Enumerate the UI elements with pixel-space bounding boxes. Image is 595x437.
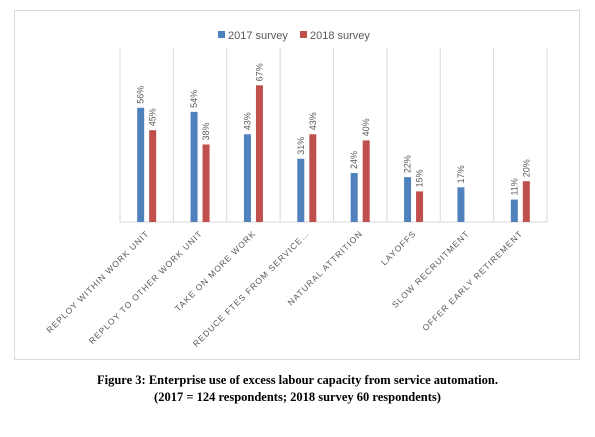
data-label-2017-survey-slow-recruitment: 17% <box>456 165 466 183</box>
bar-2017-survey-reduce-ftes-from-service <box>297 158 305 222</box>
category-label-offer-early-retirement: OFFER EARLY RETIREMENT <box>420 228 525 333</box>
bar-2018-survey-natural-attrition <box>362 140 370 222</box>
data-label-2017-survey-layoffs: 22% <box>403 155 413 173</box>
bar-2018-survey-take-on-more-work <box>255 85 263 222</box>
bar-2017-survey-take-on-more-work <box>243 134 251 222</box>
legend-label-2018-survey: 2018 survey <box>310 30 370 42</box>
data-label-2018-survey-reploy-to-other-work-unit: 38% <box>201 122 211 140</box>
caption-line-1: Figure 3: Enterprise use of excess labou… <box>97 373 498 387</box>
data-label-2017-survey-natural-attrition: 24% <box>349 151 359 169</box>
data-label-2018-survey-natural-attrition: 40% <box>361 118 371 136</box>
data-label-2018-survey-take-on-more-work: 67% <box>254 63 264 81</box>
bar-2017-survey-layoffs <box>404 177 412 222</box>
legend-label-2017-survey: 2017 survey <box>228 30 288 42</box>
category-label-reduce-ftes-from-service: REDUCE FTES FROM SERVICE… <box>191 228 311 348</box>
bar-2017-survey-slow-recruitment <box>457 187 465 222</box>
data-label-2017-survey-reploy-to-other-work-unit: 54% <box>189 90 199 108</box>
figure-caption: Figure 3: Enterprise use of excess labou… <box>0 372 595 406</box>
data-label-2017-survey-reduce-ftes-from-service: 31% <box>296 137 306 155</box>
data-label-2018-survey-reduce-ftes-from-service: 43% <box>308 112 318 130</box>
bar-2017-survey-reploy-to-other-work-unit <box>190 111 198 222</box>
data-label-2017-survey-take-on-more-work: 43% <box>242 112 252 130</box>
data-label-2018-survey-offer-early-retirement: 20% <box>521 159 531 177</box>
bar-2018-survey-reploy-to-other-work-unit <box>202 144 210 222</box>
category-label-reploy-to-other-work-unit: REPLOY TO OTHER WORK UNIT <box>87 228 205 346</box>
data-label-2018-survey-reploy-within-work-unit: 45% <box>148 108 158 126</box>
category-label-reploy-within-work-unit: REPLOY WITHIN WORK UNIT <box>44 228 151 335</box>
bar-2017-survey-reploy-within-work-unit <box>137 107 145 222</box>
data-label-2017-survey-reploy-within-work-unit: 56% <box>136 86 146 104</box>
category-label-layoffs: LAYOFFS <box>379 228 418 267</box>
bar-2018-survey-reduce-ftes-from-service <box>309 134 317 222</box>
bar-2017-survey-natural-attrition <box>350 173 358 222</box>
bar-2018-survey-layoffs <box>416 191 424 222</box>
bar-2018-survey-offer-early-retirement <box>522 181 530 222</box>
bar-chart: 56%45% REPLOY WITHIN WORK UNIT 54% 38% REPLO… <box>44 30 548 349</box>
legend-swatch-2017-survey <box>218 31 225 38</box>
legend-swatch-2018-survey <box>300 31 307 38</box>
bar-2017-survey-offer-early-retirement <box>510 199 518 222</box>
data-label-2017-survey-offer-early-retirement: 11% <box>509 178 519 195</box>
bar-2018-survey-reploy-within-work-unit <box>149 130 157 222</box>
chart-frame <box>14 10 580 360</box>
caption-line-2: (2017 = 124 respondents; 2018 survey 60 … <box>154 390 441 404</box>
data-label-2018-survey-layoffs: 15% <box>415 169 425 187</box>
